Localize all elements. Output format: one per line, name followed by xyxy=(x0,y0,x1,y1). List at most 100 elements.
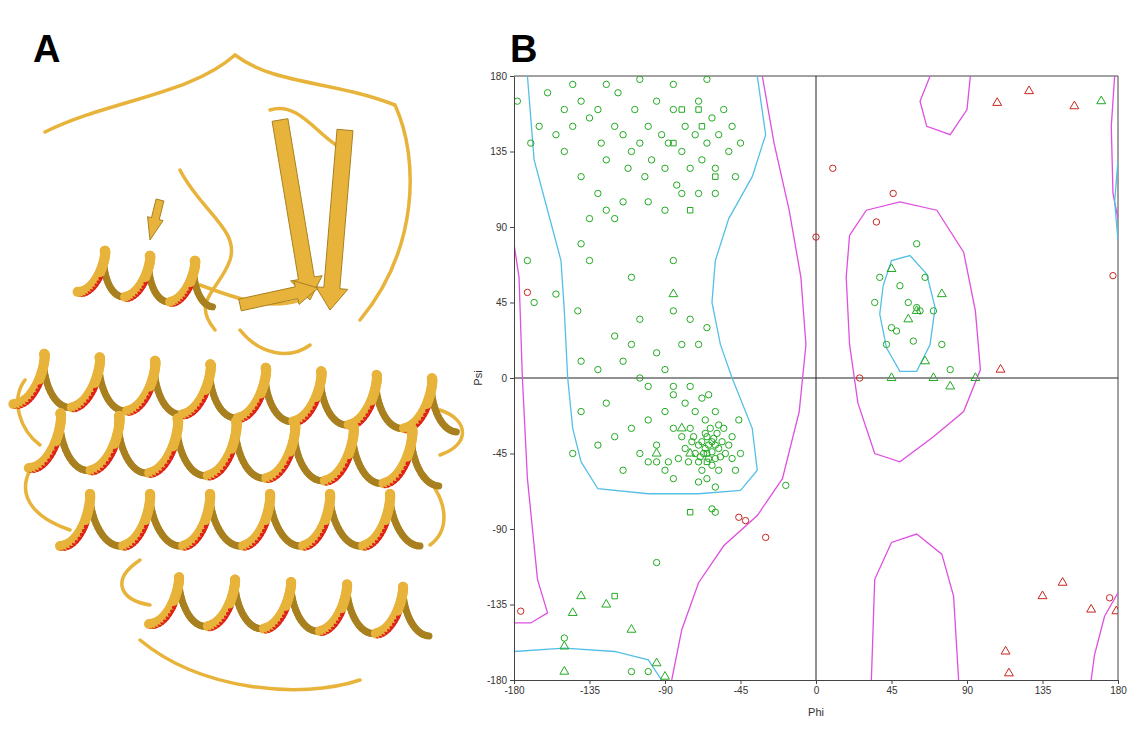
helix-segment xyxy=(175,574,182,582)
point xyxy=(658,132,664,138)
point xyxy=(695,479,701,485)
point xyxy=(570,450,576,456)
point xyxy=(897,283,903,289)
helix-segment xyxy=(145,489,155,499)
point xyxy=(652,448,661,456)
point xyxy=(553,291,559,297)
point xyxy=(662,408,668,414)
point xyxy=(665,459,671,465)
helix-segment xyxy=(408,429,415,430)
point xyxy=(645,417,651,423)
tick-mark xyxy=(510,680,514,681)
helix-segment xyxy=(205,359,215,369)
helix xyxy=(78,251,213,307)
helix-segment xyxy=(373,372,380,380)
tick-mark xyxy=(510,76,514,77)
tick: -135 xyxy=(580,680,600,696)
helix-segment xyxy=(210,303,212,311)
point xyxy=(645,668,651,674)
tick: -90 xyxy=(658,680,673,696)
helix-segment xyxy=(398,582,408,593)
loop xyxy=(26,470,70,530)
point xyxy=(1070,101,1079,109)
point xyxy=(905,299,911,305)
point xyxy=(685,459,691,465)
point xyxy=(715,422,721,428)
helix-segment xyxy=(100,246,110,256)
point xyxy=(620,132,626,138)
point xyxy=(947,366,953,372)
point xyxy=(620,467,626,473)
point xyxy=(595,190,601,196)
helix-segment xyxy=(231,576,238,584)
helix-segment xyxy=(286,577,296,588)
tick-mark xyxy=(590,680,591,684)
point xyxy=(670,383,676,389)
helix-segment xyxy=(95,353,105,364)
helix-segment xyxy=(385,489,395,500)
point xyxy=(690,434,696,440)
point xyxy=(645,383,651,389)
helix-segment xyxy=(232,421,239,422)
tick: 0 xyxy=(501,373,514,384)
helix-edge xyxy=(354,426,357,427)
helix-segment xyxy=(407,424,417,434)
protein-ribbon xyxy=(13,55,462,690)
point xyxy=(611,333,617,339)
point xyxy=(602,599,611,607)
tick-mark xyxy=(510,454,514,455)
point xyxy=(715,467,721,473)
helix-segment xyxy=(325,489,335,500)
helix-segment xyxy=(56,408,66,418)
point xyxy=(699,439,705,445)
helix-segment xyxy=(206,361,213,369)
tick: 45 xyxy=(886,680,898,696)
point xyxy=(687,509,692,514)
helix-segment xyxy=(205,489,215,500)
point xyxy=(695,341,701,347)
strand xyxy=(148,199,164,240)
helix-segment xyxy=(190,256,200,267)
helix xyxy=(149,577,429,636)
point xyxy=(887,264,896,272)
helix-segment xyxy=(342,579,352,589)
x-axis: -180-135-90-4504590135180 xyxy=(504,680,1127,696)
point xyxy=(648,157,654,163)
helix-segment xyxy=(174,572,184,582)
y-axis-title: Psi xyxy=(472,370,484,385)
loop xyxy=(140,640,360,690)
point xyxy=(697,454,703,460)
tick-mark xyxy=(510,152,514,153)
helix-segment xyxy=(206,491,213,499)
point xyxy=(1058,578,1067,586)
point xyxy=(652,658,661,666)
point xyxy=(531,299,537,305)
helix-segment xyxy=(426,632,429,639)
point xyxy=(1106,595,1112,601)
point xyxy=(709,115,715,121)
point xyxy=(830,165,836,171)
point-series xyxy=(518,165,1117,614)
point xyxy=(603,157,609,163)
point xyxy=(930,308,936,314)
point xyxy=(675,455,681,461)
helix-segment xyxy=(428,375,435,383)
helix-segment xyxy=(265,489,275,499)
helix-segment xyxy=(55,408,65,418)
point xyxy=(670,106,676,112)
point xyxy=(570,123,576,129)
helix-segment xyxy=(287,579,294,587)
point xyxy=(702,417,708,423)
helix-segment xyxy=(316,366,326,376)
contour-line xyxy=(514,76,1118,680)
tick-label: -45 xyxy=(493,448,508,459)
point xyxy=(910,338,916,344)
zero-line xyxy=(514,378,1118,379)
point xyxy=(620,358,626,364)
helix-segment xyxy=(150,356,160,367)
loop xyxy=(45,55,410,320)
helix-edge xyxy=(412,427,415,429)
helix-segment xyxy=(191,257,198,265)
point xyxy=(653,459,659,465)
point-series xyxy=(612,107,718,599)
